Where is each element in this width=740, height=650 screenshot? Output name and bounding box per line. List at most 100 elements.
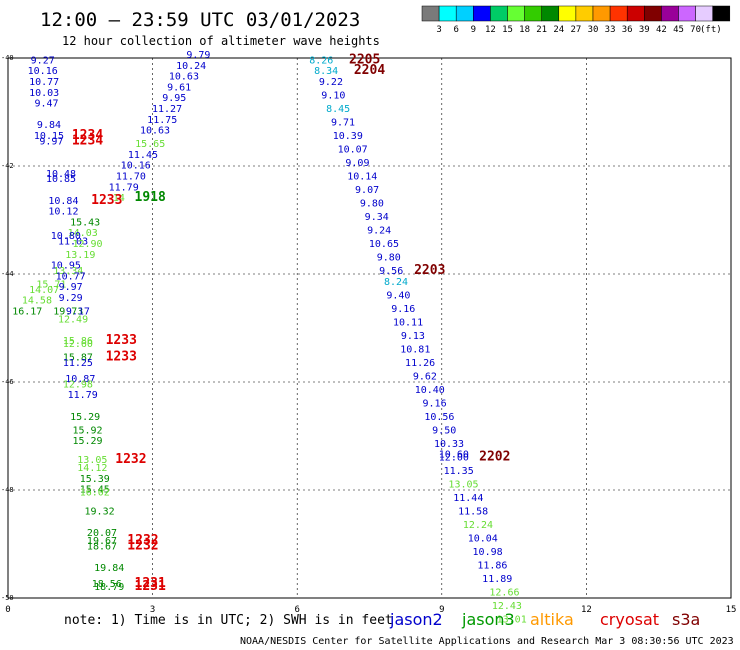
satellite-legend-item: jason2 <box>389 610 443 629</box>
wave-height-label: 11.70 <box>116 172 146 183</box>
wave-height-label: 8.24 <box>384 277 408 288</box>
wave-height-label: 11.25 <box>63 358 93 369</box>
legend-swatch <box>541 5 560 22</box>
wave-height-label: 9.40 <box>386 290 410 301</box>
wave-height-label: 12.98 <box>63 379 93 390</box>
wave-height-label: 11.58 <box>458 506 488 517</box>
wave-height-label: 12.43 <box>492 601 522 612</box>
pass-time-label: 1231 <box>135 579 166 594</box>
wave-height-label: 15.86 <box>63 336 93 347</box>
wave-height-label: 9.80 <box>377 253 401 264</box>
pass-time-label: 1232 <box>115 452 146 467</box>
wave-height-label: 12.90 <box>72 239 102 250</box>
satellite-legend-item: altika <box>530 610 574 629</box>
wave-height-label: 9.62 <box>413 371 437 382</box>
wave-height-label: 18.56 <box>92 579 122 590</box>
wave-height-label: 12.24 <box>463 520 493 531</box>
wave-height-label: 9.97 <box>39 136 63 147</box>
legend-bin-label: 36 <box>622 25 633 35</box>
wave-height-label: 9.10 <box>321 91 345 102</box>
satellite-legend: jason2 jason3 altika cryosat s3a <box>389 610 700 629</box>
plot-frame <box>7 57 732 599</box>
legend-bin-label: 42 <box>656 25 667 35</box>
wave-height-label: 13.34 <box>53 266 83 277</box>
legend-swatch <box>438 5 457 22</box>
wave-height-label: 10.77 <box>56 271 86 282</box>
credit-line: NOAA/NESDIS Center for Satellite Applica… <box>240 636 734 647</box>
wave-height-label: 10.07 <box>338 145 368 156</box>
pass-time-label: 2203 <box>414 263 445 278</box>
wave-height-label: 14 <box>113 193 125 204</box>
wave-height-label: 13.01 <box>497 614 527 625</box>
legend-swatch <box>421 5 440 22</box>
wave-height-label: 10.11 <box>393 317 423 328</box>
wave-height-label: 9.71 <box>331 118 355 129</box>
legend-unit-label: (ft) <box>700 25 722 35</box>
y-tick-label: -48 <box>1 486 14 494</box>
wave-height-label: 18.67 <box>87 541 117 552</box>
legend-bin-label: 30 <box>588 25 599 35</box>
wave-height-label: 11.44 <box>453 493 483 504</box>
wave-height-label: 15.65 <box>135 139 165 150</box>
legend-swatch <box>661 5 679 22</box>
wave-height-label: 9.24 <box>367 226 391 237</box>
chart-title: 12:00 – 23:59 UTC 03/01/2023 <box>40 9 360 31</box>
wave-height-label: 14.03 <box>68 228 98 239</box>
wave-height-label: 9.79 <box>186 50 210 61</box>
x-tick-label: 0 <box>5 605 10 615</box>
wave-height-label: 11.79 <box>68 390 98 401</box>
legend-swatch <box>558 5 577 22</box>
wave-height-label: 10.48 <box>46 169 76 180</box>
x-tick-label: 3 <box>150 605 155 615</box>
legend-bin-label: 18 <box>519 25 530 35</box>
wave-height-label: 13.05 <box>77 455 107 466</box>
wave-height-label: 9.22 <box>319 77 343 88</box>
wave-height-label: 10.81 <box>400 344 430 355</box>
pass-time-label: 1233 <box>91 193 122 208</box>
axis-ticks: 0 3 6 9 12 15 -40 -42 -44 -46 -48 -50 <box>1 54 736 615</box>
legend-swatch <box>455 5 474 22</box>
wave-height-label: 9.16 <box>423 398 447 409</box>
wave-height-label: 9.50 <box>432 425 456 436</box>
legend-bin-label: 9 <box>471 25 476 35</box>
x-tick-label: 6 <box>294 605 299 615</box>
wave-height-label: 10.98 <box>473 547 503 558</box>
wave-height-label: 8.26 <box>309 55 333 66</box>
wave-height-label: 16.02 <box>80 487 110 498</box>
wave-height-label: 10.40 <box>415 385 445 396</box>
pass-time-label: 1233 <box>106 349 137 364</box>
pass-time-label: 1231 <box>135 576 166 591</box>
wave-height-label: 15.87 <box>63 352 93 363</box>
wave-height-label: 10.15 <box>34 131 64 142</box>
wave-height-label: 10.33 <box>434 439 464 450</box>
legend-bin-label: 12 <box>485 25 496 35</box>
legend-bin-label: 33 <box>605 25 616 35</box>
legend-swatch <box>490 5 508 22</box>
wave-height-label: 8.34 <box>314 66 338 77</box>
wave-height-label: 10.03 <box>29 88 59 99</box>
wave-height-label: 10.16 <box>28 66 58 77</box>
wave-height-label: 14.07 <box>29 285 59 296</box>
wave-height-label: 11.27 <box>152 104 182 115</box>
satellite-legend-item: jason3 <box>461 610 515 629</box>
grid-lines <box>8 58 731 598</box>
wave-height-label: 9.56 <box>379 266 403 277</box>
legend-bin-label: 21 <box>536 25 547 35</box>
pass-time-label: 2204 <box>354 63 385 78</box>
wave-height-label: 9.29 <box>59 293 83 304</box>
legend-swatch <box>592 5 611 22</box>
legend-swatch <box>609 5 628 22</box>
legend-bin-label: 27 <box>570 25 581 35</box>
pass-time-label: 2205 <box>349 52 380 67</box>
y-tick-label: -46 <box>1 378 14 386</box>
wave-height-label: 10.24 <box>176 61 206 72</box>
wave-height-label: 9.84 <box>37 120 61 131</box>
wave-height-label: 10.87 <box>65 374 95 385</box>
wave-height-label: 19.67 <box>87 536 117 547</box>
wave-height-label: 11.35 <box>444 466 474 477</box>
wave-height-label: 11.26 <box>405 358 435 369</box>
x-tick-label: 12 <box>581 605 592 615</box>
wave-height-label: 9.09 <box>345 158 369 169</box>
